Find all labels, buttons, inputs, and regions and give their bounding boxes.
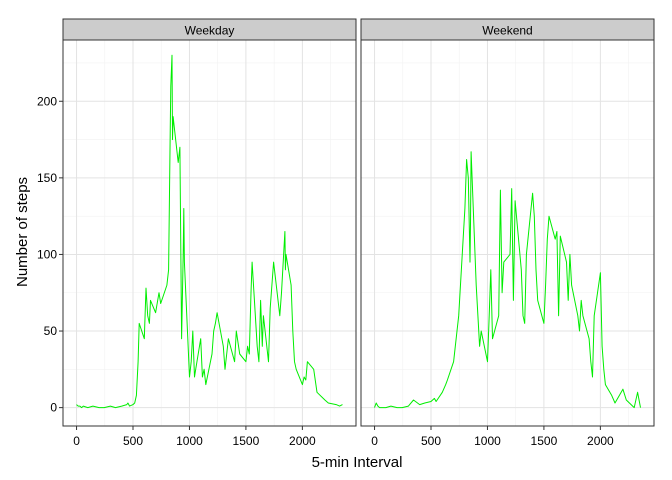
panel-border: [62, 39, 357, 427]
facet-strip-label: Weekend: [482, 24, 532, 38]
x-tick-label: 1000: [474, 434, 501, 448]
x-tick-label: 0: [371, 434, 378, 448]
x-tick-label: 1500: [233, 434, 260, 448]
x-tick-label: 1500: [531, 434, 558, 448]
x-tick-label: 0: [73, 434, 80, 448]
y-tick-label: 50: [44, 324, 58, 338]
series-line-weekday: [76, 54, 343, 409]
x-tick-label: 2000: [587, 434, 614, 448]
y-tick-label: 100: [37, 247, 57, 261]
y-tick-label: 200: [37, 94, 57, 108]
x-axis-label: 5-min Interval: [312, 454, 403, 471]
panel-weekend: Weekend 0 500 1000 1500 2000: [360, 18, 655, 448]
y-tick-label: 150: [37, 171, 57, 185]
panel-weekday: Weekday 0 500 1000 1500 2000: [62, 18, 357, 448]
x-tick-label: 500: [123, 434, 143, 448]
panel-border: [360, 39, 655, 427]
plot-background: [361, 40, 654, 426]
series-line-weekend: [374, 151, 641, 409]
y-axis-label: Number of steps: [14, 177, 31, 287]
x-tick-label: 500: [421, 434, 441, 448]
facet-strip-label: Weekday: [185, 24, 235, 38]
y-tick-label: 0: [50, 401, 57, 415]
x-tick-label: 2000: [289, 434, 316, 448]
x-tick-label: 1000: [176, 434, 203, 448]
